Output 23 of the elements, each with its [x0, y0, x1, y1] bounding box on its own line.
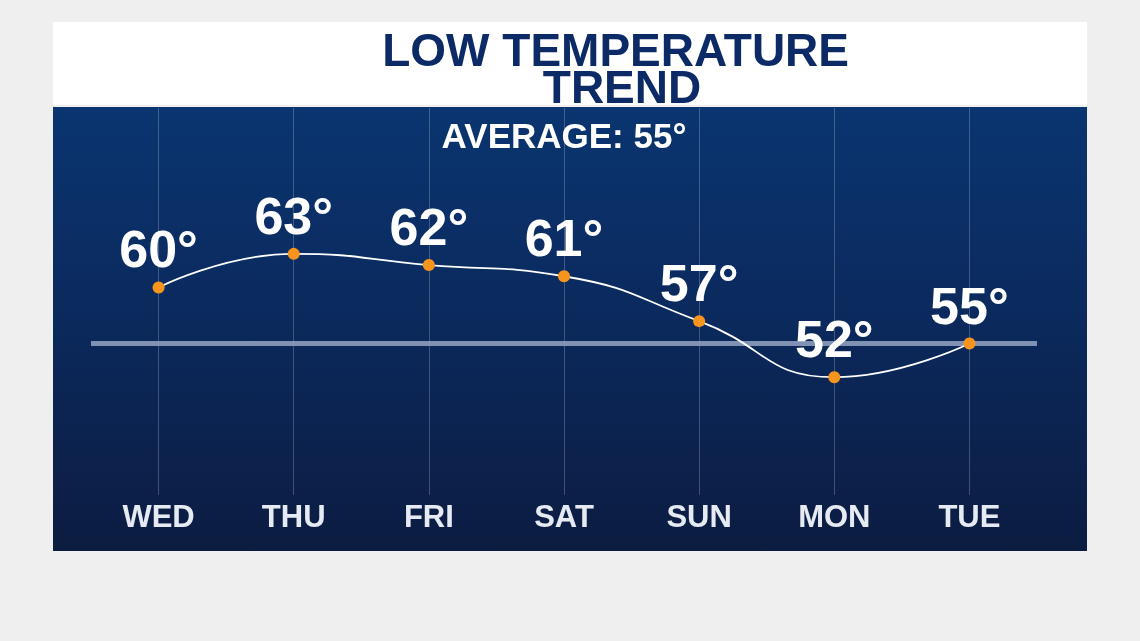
annotation: AVERAGE: 55°	[441, 116, 687, 155]
x-tick-label: THU	[261, 499, 326, 534]
point	[287, 247, 300, 260]
x-tick-label: SAT	[534, 499, 594, 534]
x-tick-label: WED	[122, 499, 195, 534]
point	[828, 371, 841, 384]
point	[693, 315, 706, 328]
x-tick-label: FRI	[403, 499, 454, 534]
point	[152, 281, 165, 294]
data-label: 57°	[659, 254, 739, 313]
x-tick-label: TUE	[938, 499, 1001, 534]
data-label: 52°	[794, 310, 874, 369]
point	[558, 270, 570, 283]
data-label: 62°	[389, 198, 469, 257]
chart-title: LOW TEMPERATURE TREND	[382, 23, 862, 113]
x-tick-label: MON	[798, 499, 871, 534]
point	[963, 337, 976, 350]
point	[422, 259, 435, 272]
x-tick-label: SUN	[666, 499, 732, 534]
data-label: 55°	[930, 276, 1009, 335]
data-label: 61°	[524, 209, 604, 268]
data-label: 63°	[254, 186, 334, 245]
data-label: 60°	[119, 220, 198, 279]
